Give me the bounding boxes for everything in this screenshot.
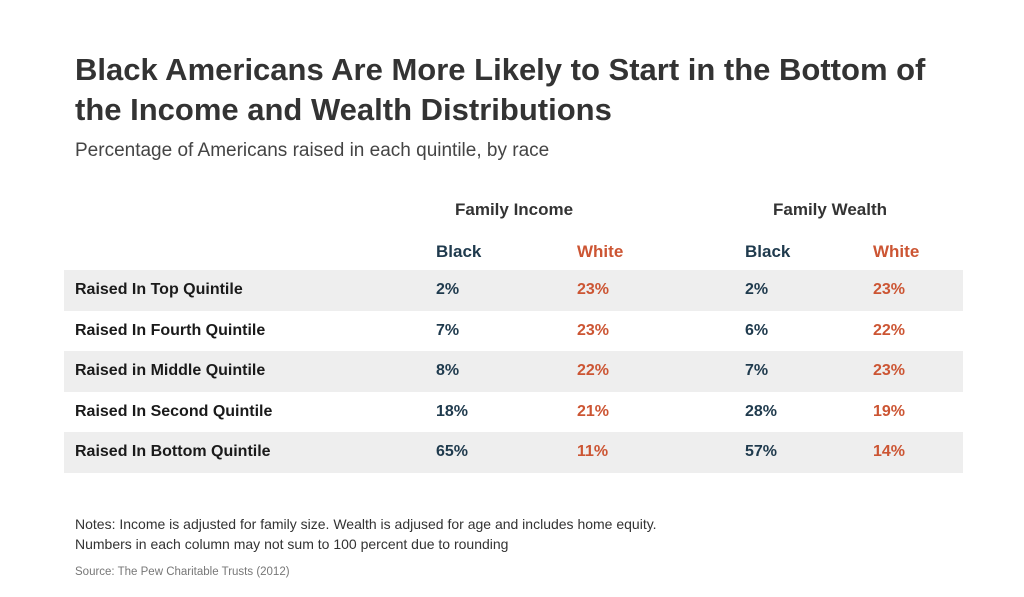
row-label: Raised In Fourth Quintile (75, 321, 266, 339)
group-header-family-income: Family Income (455, 200, 574, 219)
cell-income-black: 7% (436, 321, 460, 339)
cell-income-white: 22% (577, 362, 610, 379)
cell-wealth-black: 2% (745, 281, 769, 298)
row-label: Raised In Top Quintile (75, 281, 243, 298)
cell-wealth-black: 6% (745, 321, 769, 339)
col-header-wealth-white: White (873, 242, 920, 261)
cell-wealth-white: 22% (873, 321, 906, 339)
data-table: Raised In Top Quintile 2% 23% 2% 23% Rai… (64, 270, 963, 473)
cell-income-white: 23% (577, 281, 610, 298)
cell-wealth-white: 23% (873, 281, 906, 298)
chart-subtitle: Percentage of Americans raised in each q… (75, 140, 550, 161)
cell-income-white: 21% (577, 402, 610, 420)
table-row-fourth-quintile: Raised In Fourth Quintile 7% 23% 6% 22% (64, 311, 963, 352)
cell-wealth-white: 19% (873, 402, 906, 420)
table-row-second-quintile: Raised In Second Quintile 18% 21% 28% 19… (64, 392, 963, 433)
chart-title: Black Americans Are More Likely to Start… (75, 52, 926, 127)
cell-income-white: 11% (577, 443, 609, 460)
table-row-top-quintile: Raised In Top Quintile 2% 23% 2% 23% (64, 270, 963, 311)
cell-wealth-black: 7% (745, 362, 769, 379)
table-row-middle-quintile: Raised in Middle Quintile 8% 22% 7% 23% (64, 351, 963, 392)
cell-income-black: 65% (436, 443, 469, 460)
notes-line: Numbers in each column may not sum to 10… (75, 536, 509, 552)
group-header-family-wealth: Family Wealth (773, 200, 887, 219)
cell-wealth-black: 28% (745, 402, 778, 420)
notes-line: Notes: Income is adjusted for family siz… (75, 516, 657, 532)
col-header-income-white: White (577, 242, 624, 261)
row-label: Raised In Second Quintile (75, 402, 273, 420)
chart-notes: Notes: Income is adjusted for family siz… (75, 514, 657, 554)
cell-income-black: 2% (436, 281, 460, 298)
row-label: Raised In Bottom Quintile (75, 443, 271, 460)
cell-wealth-white: 23% (873, 362, 906, 379)
cell-wealth-white: 14% (873, 443, 906, 460)
table-row-bottom-quintile: Raised In Bottom Quintile 65% 11% 57% 14… (64, 432, 963, 473)
row-label: Raised in Middle Quintile (75, 362, 266, 379)
cell-wealth-black: 57% (745, 443, 778, 460)
cell-income-white: 23% (577, 321, 610, 339)
cell-income-black: 18% (436, 402, 469, 420)
col-header-income-black: Black (436, 242, 482, 261)
chart-source: Source: The Pew Charitable Trusts (2012) (75, 566, 290, 578)
col-header-wealth-black: Black (745, 242, 791, 261)
cell-income-black: 8% (436, 362, 460, 379)
